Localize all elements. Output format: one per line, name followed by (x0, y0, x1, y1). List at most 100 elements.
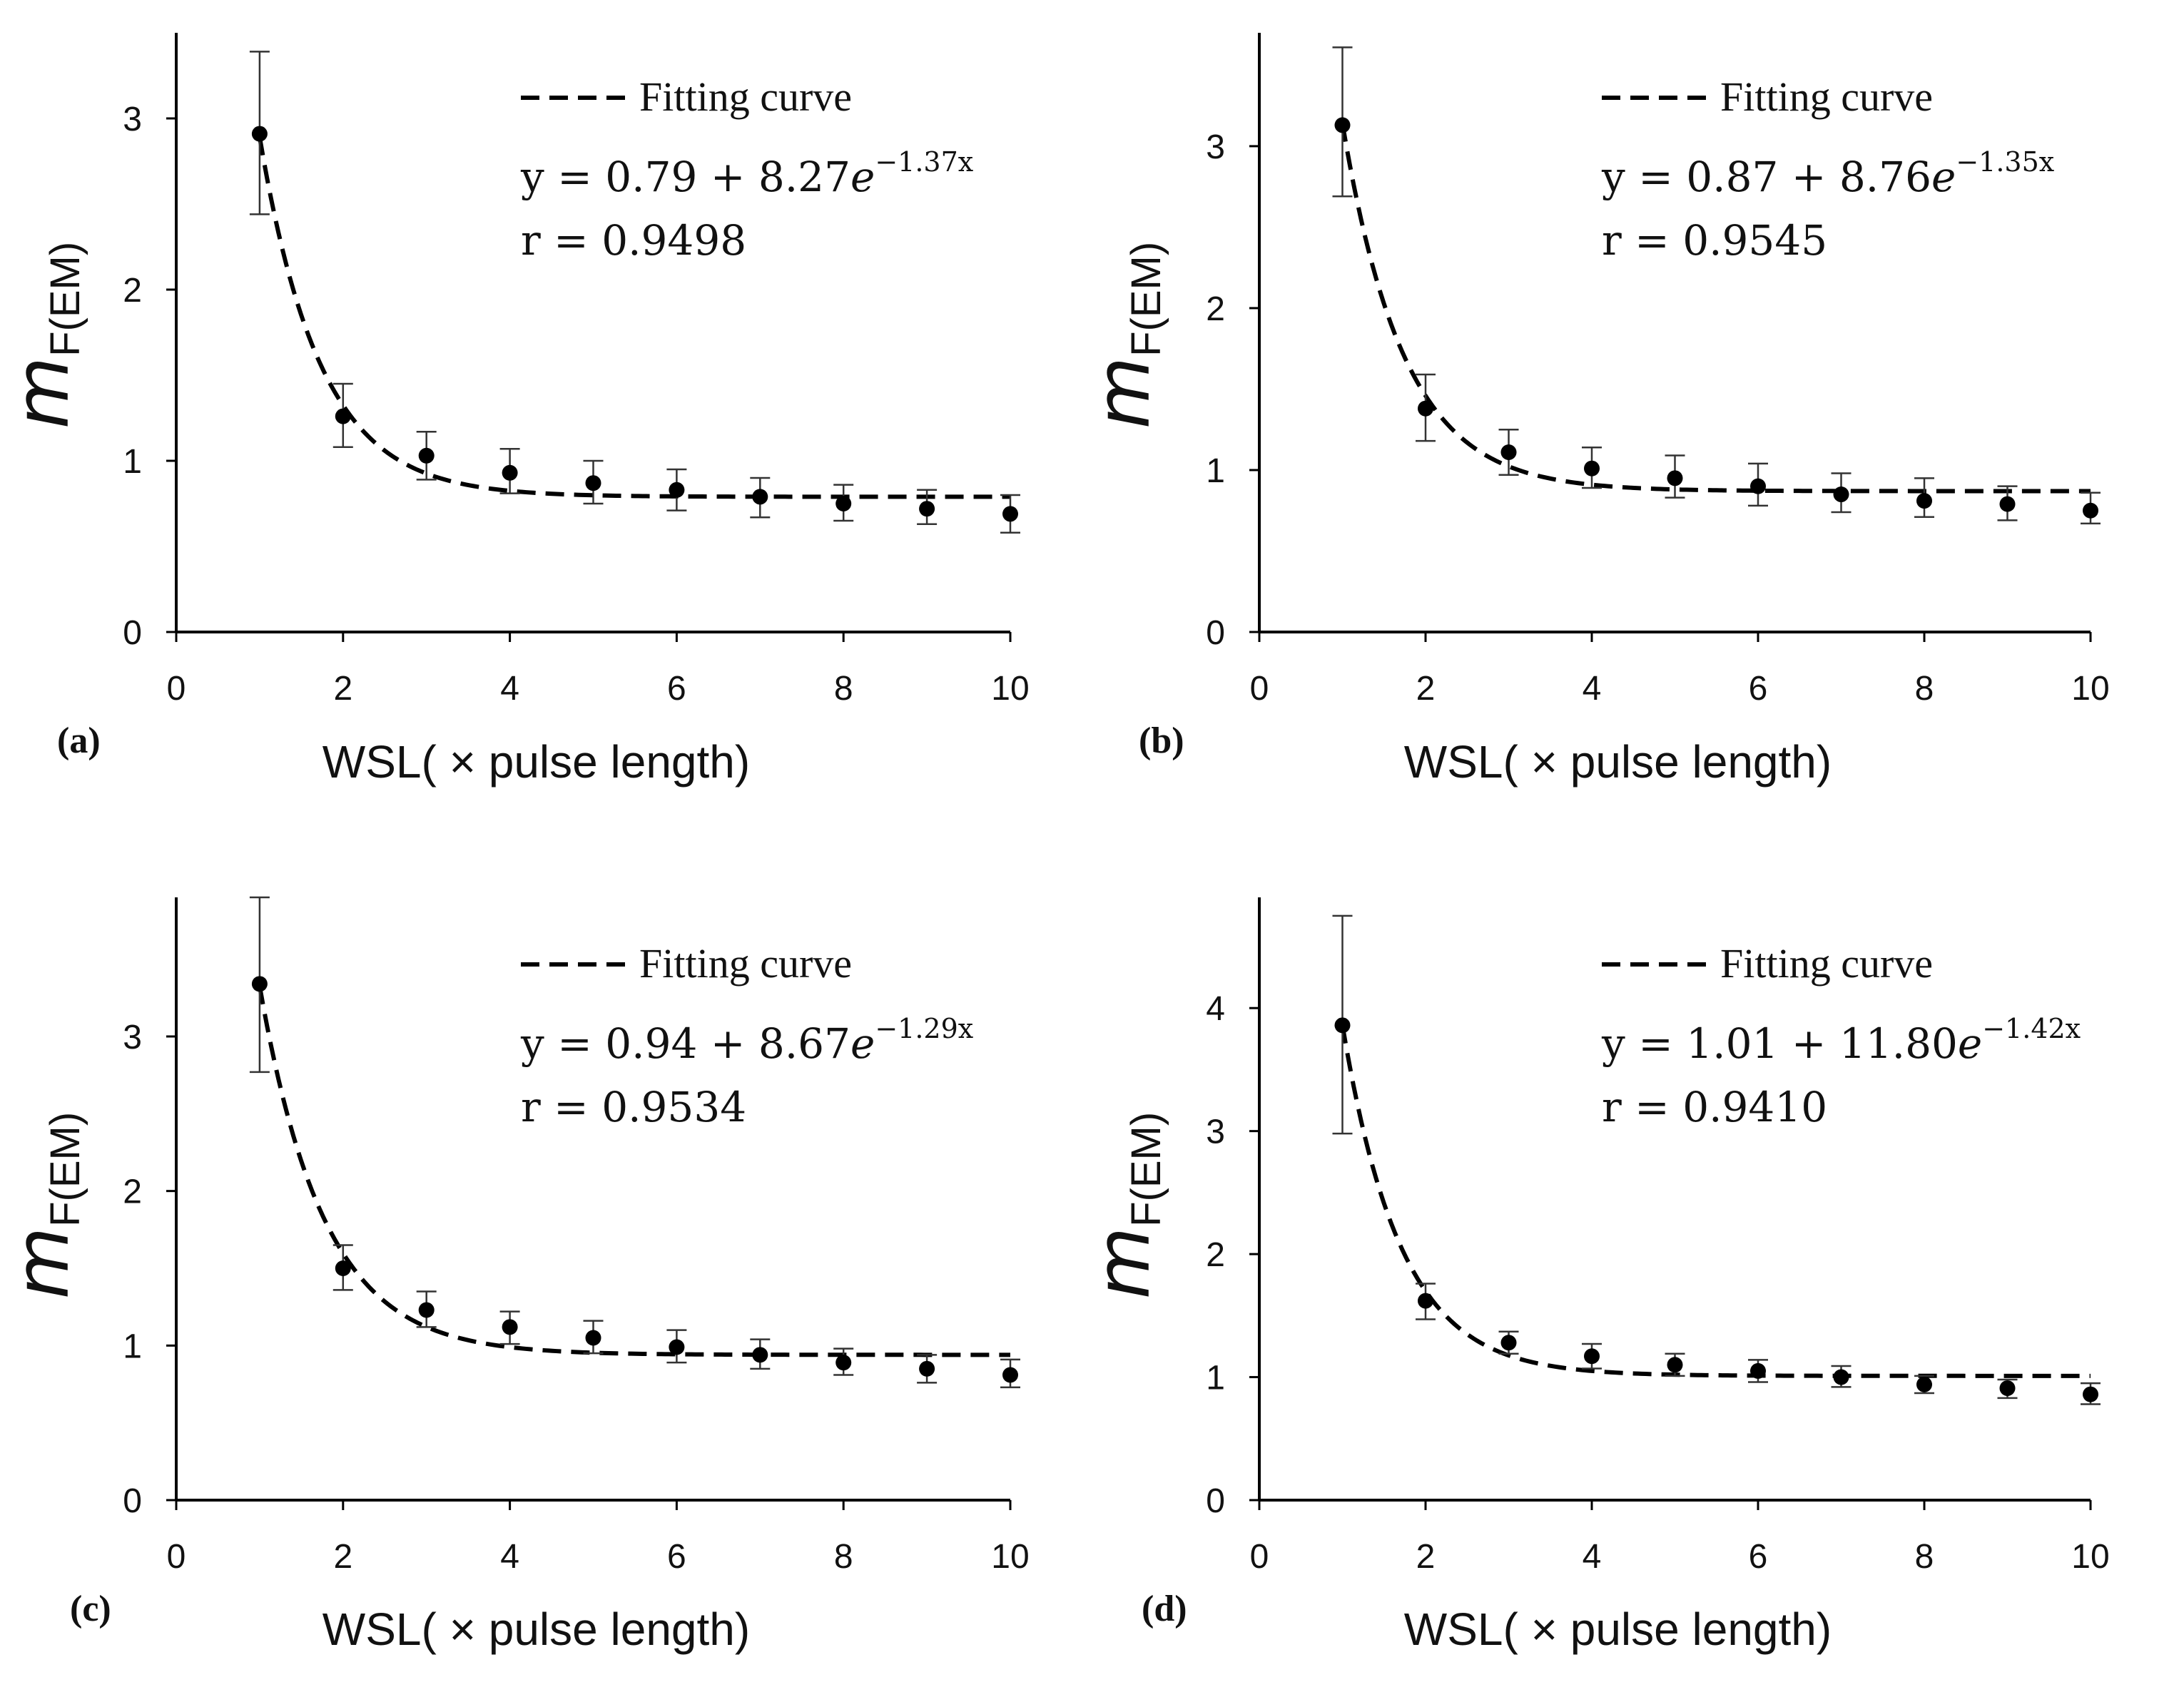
x-axis-title: WSL( × pulse length) (1404, 736, 1832, 788)
data-point (2083, 1386, 2098, 1402)
data-point (752, 1347, 768, 1363)
fit-equation-body: y = 0.79 + 8.27 (520, 153, 850, 201)
data-point (1500, 1335, 1517, 1351)
fitting-curve-line (257, 136, 1010, 499)
x-axis-title: WSL( × pulse length) (322, 736, 750, 788)
x-tick-label: 10 (991, 1538, 1029, 1576)
y-tick-label: 1 (1206, 452, 1225, 490)
fit-equation: y = 0.94 + 8.67e−1.29x (520, 1013, 973, 1068)
data-point (585, 1330, 601, 1346)
data-point (335, 1260, 351, 1276)
data-point (1999, 496, 2016, 512)
data-point (669, 481, 685, 498)
chart-panel-b: 0 2 4 6 8 10 0 1 2 3 WSL( × pulse length) mF(EM) (b)… (1080, 33, 2110, 788)
x-axis-title: WSL( × pulse length) (1404, 1604, 1832, 1655)
data-point (919, 501, 935, 517)
x-tick-label: 8 (834, 1538, 853, 1576)
fit-equation-base: e (1958, 1019, 1982, 1068)
legend-label: Fitting curve (1720, 940, 1933, 987)
y-axis-title-subscript: F(EM) (1123, 1112, 1169, 1227)
data-point (1584, 460, 1600, 477)
legend-label: Fitting curve (1720, 73, 1933, 120)
x-tick-label: 0 (1250, 670, 1269, 708)
x-tick-label: 2 (1416, 1538, 1436, 1576)
fit-equation-exponent: −1.37x (875, 146, 973, 178)
fit-equation-body: y = 1.01 + 11.80 (1601, 1019, 1958, 1068)
data-point (251, 976, 268, 992)
x-tick-label: 0 (1250, 1538, 1269, 1576)
data-point (502, 464, 518, 481)
y-tick-label: 3 (123, 1019, 142, 1056)
data-point (251, 126, 268, 142)
data-point (835, 1355, 852, 1371)
y-axis-title: mF(EM) (0, 1112, 88, 1299)
fitting-curve-line (257, 985, 1010, 1357)
y-axis-title-main: m (1080, 1227, 1167, 1299)
panel-letter: (a) (57, 720, 101, 761)
correlation-coefficient: r = 0.9534 (521, 1083, 746, 1131)
data-point (1833, 486, 1849, 503)
y-axis-title: mF(EM) (1080, 242, 1169, 429)
data-point (1418, 1293, 1433, 1309)
x-tick-label: 4 (500, 670, 519, 708)
x-axis-title: WSL( × pulse length) (322, 1604, 750, 1655)
x-tick-label: 8 (1915, 670, 1934, 708)
fit-equation-base: e (850, 1019, 875, 1068)
panel-letter: (b) (1139, 720, 1184, 761)
y-axis-title-main: m (0, 1227, 86, 1299)
x-tick-label: 0 (167, 670, 186, 708)
data-point (1667, 1357, 1683, 1373)
y-tick-label: 2 (1206, 290, 1225, 328)
fit-equation-body: y = 0.94 + 8.67 (520, 1019, 850, 1068)
x-tick-label: 10 (2071, 670, 2109, 708)
fit-equation-base: e (1931, 153, 1956, 201)
data-point (1916, 1376, 1932, 1392)
data-point (1999, 1380, 2016, 1397)
y-tick-label: 1 (123, 1327, 142, 1365)
data-point (1750, 478, 1766, 494)
x-tick-label: 4 (1583, 1538, 1602, 1576)
data-point (1500, 444, 1517, 460)
data-point (1667, 470, 1683, 486)
y-axis-title: mF(EM) (1080, 1112, 1169, 1299)
data-point (669, 1339, 685, 1355)
data-point (418, 1302, 435, 1318)
y-tick-label: 3 (1206, 1114, 1225, 1151)
y-tick-label: 1 (123, 443, 142, 481)
fitting-curve-line (1340, 123, 2091, 494)
x-tick-label: 6 (667, 670, 686, 708)
correlation-coefficient: r = 0.9545 (1602, 216, 1827, 265)
x-tick-label: 2 (1416, 670, 1436, 708)
data-point (1334, 117, 1351, 133)
data-point (1750, 1362, 1766, 1379)
x-tick-label: 8 (1915, 1538, 1934, 1576)
y-axis-title: mF(EM) (0, 242, 88, 429)
x-tick-label: 6 (1749, 1538, 1768, 1576)
legend-label: Fitting curve (639, 73, 852, 120)
fit-equation: y = 0.87 + 8.76e−1.35x (1601, 146, 2054, 201)
fit-equation-exponent: −1.42x (1982, 1013, 2081, 1044)
x-tick-label: 10 (2071, 1538, 2109, 1576)
data-point (1833, 1369, 1849, 1385)
data-point (1002, 506, 1018, 522)
x-tick-label: 4 (1583, 670, 1602, 708)
x-tick-label: 0 (167, 1538, 186, 1576)
y-tick-label: 2 (123, 1173, 142, 1211)
fit-equation-exponent: −1.29x (875, 1013, 973, 1044)
legend-label: Fitting curve (639, 940, 852, 987)
panel-letter: (c) (70, 1589, 111, 1629)
chart-panel-a: 0 2 4 6 8 10 0 1 2 3 WSL( × pulse length) mF(EM) (a)… (0, 33, 1030, 788)
data-point (335, 408, 351, 424)
y-tick-label: 0 (123, 614, 142, 652)
correlation-coefficient: r = 0.9410 (1602, 1083, 1827, 1131)
panel-letter: (d) (1142, 1589, 1187, 1629)
fit-equation-exponent: −1.35x (1956, 146, 2054, 178)
y-tick-label: 0 (1206, 614, 1225, 652)
y-axis-title-main: m (0, 357, 86, 429)
data-point (1916, 493, 1932, 509)
y-tick-label: 3 (1206, 128, 1225, 166)
y-axis-title-main: m (1080, 357, 1167, 429)
correlation-coefficient: r = 0.9498 (521, 216, 746, 265)
fit-equation-body: y = 0.87 + 8.76 (1601, 153, 1931, 201)
